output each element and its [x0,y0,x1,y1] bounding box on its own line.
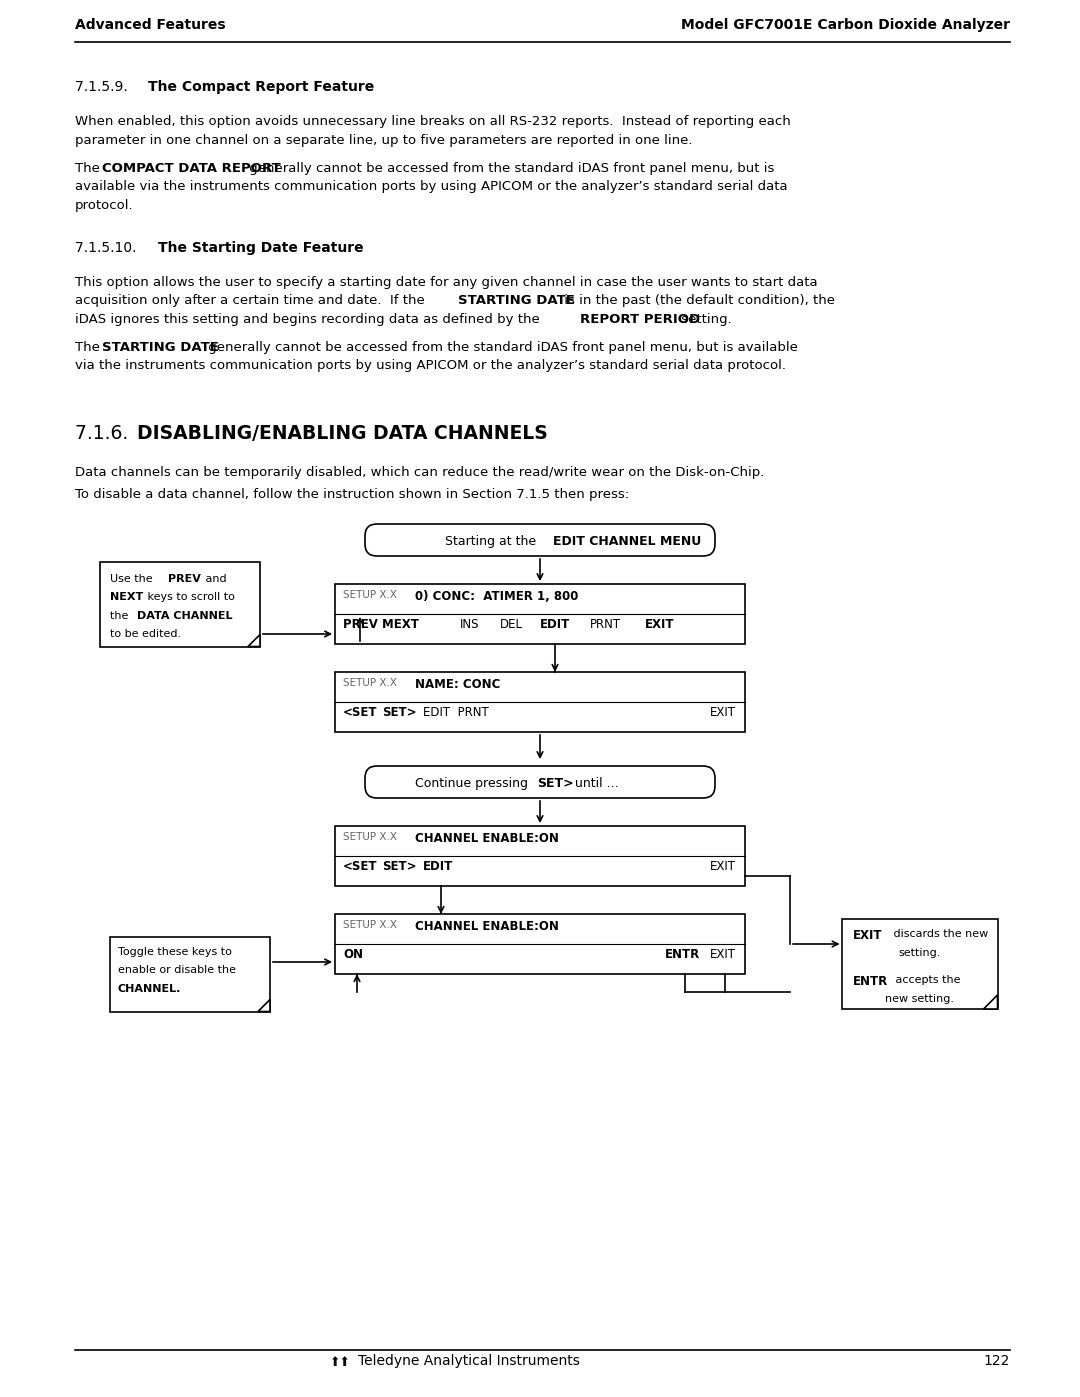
Text: generally cannot be accessed from the standard iDAS front panel menu, but is: generally cannot be accessed from the st… [245,162,774,175]
Text: and: and [202,574,227,584]
Bar [335,914,745,974]
Text: SETUP X.X: SETUP X.X [343,678,397,687]
Text: 122: 122 [984,1354,1010,1368]
Text: COMPACT DATA REPORT: COMPACT DATA REPORT [102,162,281,175]
Text: EDIT  PRNT: EDIT PRNT [423,705,489,719]
Text: setting.: setting. [677,313,732,326]
Text: accepts the: accepts the [892,975,961,985]
Text: EDIT: EDIT [540,617,570,631]
Text: 7.1.6.: 7.1.6. [75,425,140,443]
FancyBboxPatch shape [365,524,715,556]
Bar [335,826,745,886]
Text: When enabled, this option avoids unnecessary line breaks on all RS-232 reports. : When enabled, this option avoids unneces… [75,115,791,129]
Bar [100,562,260,647]
Text: INS: INS [460,617,480,631]
Text: The: The [75,341,104,353]
Text: ENTR: ENTR [852,975,888,988]
Text: EXIT: EXIT [710,949,735,961]
Text: EXIT: EXIT [852,929,882,942]
Text: SETUP X.X: SETUP X.X [343,921,397,930]
Text: ON: ON [343,949,363,961]
Text: STARTING DATE: STARTING DATE [458,293,575,307]
FancyBboxPatch shape [365,766,715,798]
Text: via the instruments communication ports by using APICOM or the analyzer’s standa: via the instruments communication ports … [75,359,786,372]
Text: discards the new: discards the new [891,929,989,939]
Polygon shape [258,999,270,1011]
Text: generally cannot be accessed from the standard iDAS front panel menu, but is ava: generally cannot be accessed from the st… [204,341,798,353]
Text: 0) CONC:  ATIMER 1, 800: 0) CONC: ATIMER 1, 800 [415,590,579,604]
Text: Advanced Features: Advanced Features [75,18,226,32]
Text: Teledyne Analytical Instruments: Teledyne Analytical Instruments [357,1354,580,1368]
Text: available via the instruments communication ports by using APICOM or the analyze: available via the instruments communicat… [75,180,787,193]
Bar [110,936,270,1011]
Text: EDIT: EDIT [423,861,454,873]
Text: protocol.: protocol. [75,198,134,211]
Text: EXIT: EXIT [710,861,735,873]
Text: ⬆⬆: ⬆⬆ [330,1355,351,1369]
Text: <SET: <SET [343,861,378,873]
Text: 7.1.5.10.: 7.1.5.10. [75,240,145,254]
Text: EXIT: EXIT [645,617,675,631]
Text: SET>: SET> [382,705,417,719]
Text: SET>: SET> [537,777,573,789]
Text: DATA CHANNEL: DATA CHANNEL [137,610,232,620]
Text: NAME: CONC: NAME: CONC [415,678,500,692]
Text: STARTING DATE: STARTING DATE [102,341,219,353]
Text: This option allows the user to specify a starting date for any given channel in : This option allows the user to specify a… [75,275,818,289]
Text: SET>: SET> [382,861,417,873]
Text: REPORT PERIOD: REPORT PERIOD [580,313,700,326]
Text: ENTR: ENTR [665,949,700,961]
Text: EXIT: EXIT [710,705,735,719]
Text: SETUP X.X: SETUP X.X [343,590,397,599]
Text: CHANNEL ENABLE:ON: CHANNEL ENABLE:ON [415,833,558,845]
Text: acquisition only after a certain time and date.  If the: acquisition only after a certain time an… [75,293,429,307]
Text: The: The [75,162,104,175]
Text: EDIT CHANNEL MENU: EDIT CHANNEL MENU [553,535,701,548]
Text: is in the past (the default condition), the: is in the past (the default condition), … [561,293,835,307]
Text: <SET: <SET [343,705,378,719]
Text: iDAS ignores this setting and begins recording data as defined by the: iDAS ignores this setting and begins rec… [75,313,544,326]
Text: CHANNEL ENABLE:ON: CHANNEL ENABLE:ON [415,921,558,933]
Text: The Starting Date Feature: The Starting Date Feature [158,240,364,254]
Polygon shape [984,995,998,1009]
Text: Use the: Use the [110,574,157,584]
Text: parameter in one channel on a separate line, up to five parameters are reported : parameter in one channel on a separate l… [75,134,692,147]
Text: The Compact Report Feature: The Compact Report Feature [148,80,375,94]
Text: enable or disable the: enable or disable the [118,965,237,975]
Text: 7.1.5.9.: 7.1.5.9. [75,80,136,94]
Bar [842,919,998,1009]
Polygon shape [248,634,260,647]
Bar [335,584,745,644]
Text: new setting.: new setting. [886,993,955,1004]
Text: DISABLING/ENABLING DATA CHANNELS: DISABLING/ENABLING DATA CHANNELS [137,425,548,443]
Text: until ...: until ... [571,777,619,789]
Text: to be edited.: to be edited. [110,629,181,638]
Text: Toggle these keys to: Toggle these keys to [118,947,232,957]
Bar [335,672,745,732]
Text: NEXT: NEXT [110,592,144,602]
Text: Data channels can be temporarily disabled, which can reduce the read/write wear : Data channels can be temporarily disable… [75,467,765,479]
Text: PRNT: PRNT [590,617,621,631]
Text: To disable a data channel, follow the instruction shown in Section 7.1.5 then pr: To disable a data channel, follow the in… [75,488,630,502]
Text: keys to scroll to: keys to scroll to [144,592,234,602]
Text: CHANNEL.: CHANNEL. [118,983,181,993]
Text: setting.: setting. [899,947,941,957]
Text: SETUP X.X: SETUP X.X [343,833,397,842]
Text: PREV: PREV [168,574,201,584]
Text: DEL: DEL [500,617,523,631]
Text: the: the [110,610,132,620]
Text: Model GFC7001E Carbon Dioxide Analyzer: Model GFC7001E Carbon Dioxide Analyzer [681,18,1010,32]
Text: Starting at the: Starting at the [445,535,540,548]
Text: Continue pressing: Continue pressing [415,777,532,789]
Text: PREV MEXT: PREV MEXT [343,617,419,631]
